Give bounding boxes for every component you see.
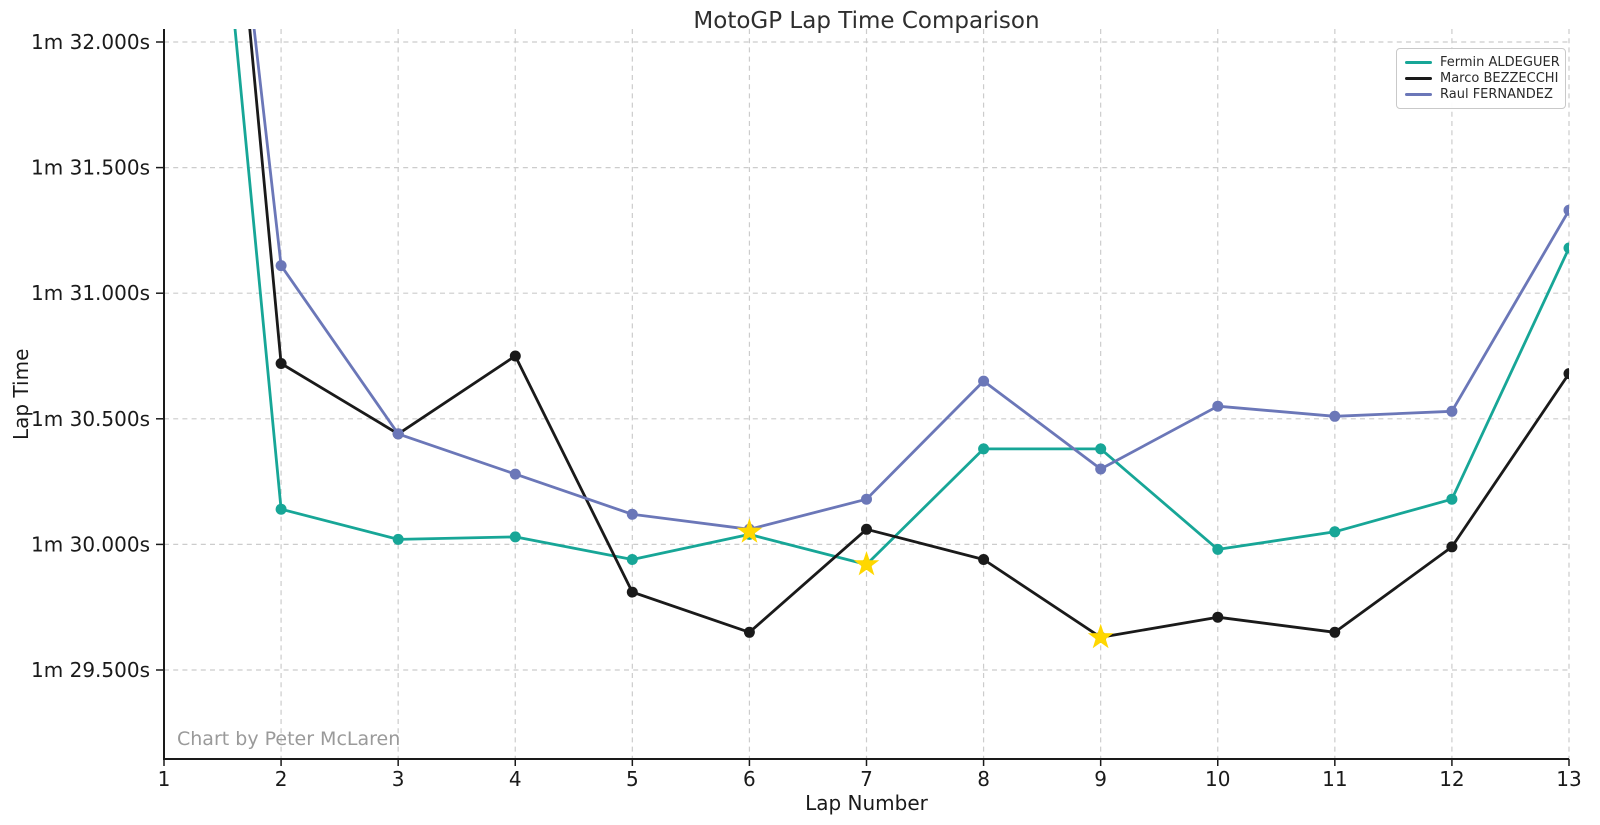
data-point-marker (626, 586, 638, 598)
x-tick-label: 6 (743, 767, 756, 791)
x-tick-label: 7 (860, 767, 873, 791)
legend-item-fermin-aldeguer: Fermin ALDEGUER (1405, 54, 1560, 70)
chart-title: MotoGP Lap Time Comparison (693, 8, 1040, 34)
data-point-marker (861, 523, 872, 535)
x-tick-label: 12 (1439, 767, 1464, 791)
data-point-marker (861, 493, 872, 505)
x-tick-label: 8 (977, 767, 990, 791)
y-tick-label: 1m 30.500s (31, 407, 150, 431)
data-point-marker (626, 554, 638, 565)
y-tick-label: 1m 29.500s (31, 658, 150, 682)
data-point-marker (392, 428, 404, 440)
best-lap-star (1087, 623, 1114, 649)
data-point-marker (978, 375, 990, 387)
data-point-marker (978, 554, 990, 565)
legend-item-marco-bezzecchi: Marco BEZZECCHI (1405, 70, 1559, 86)
data-point-marker (275, 358, 287, 369)
data-point-marker (509, 350, 521, 362)
data-point-marker (1446, 405, 1458, 417)
x-tick-label: 5 (626, 767, 639, 791)
data-point-marker (1212, 400, 1224, 412)
data-point-marker (626, 508, 638, 520)
x-tick-label: 1 (158, 767, 171, 791)
x-tick-label: 9 (1094, 767, 1107, 791)
data-point-marker (1329, 410, 1341, 422)
data-point-marker (1329, 626, 1341, 638)
legend: Fermin ALDEGUER Marco BEZZECCHI Raul FER… (1396, 48, 1566, 109)
legend-line-sample-teal (1405, 60, 1432, 64)
data-point-marker (275, 260, 287, 272)
data-point-marker (1329, 526, 1341, 538)
best-lap-star (853, 551, 880, 576)
x-tick-label: 4 (509, 767, 522, 791)
best-lap-star (736, 518, 763, 543)
data-point-marker (509, 531, 521, 543)
data-point-marker (1212, 543, 1224, 555)
y-axis-label: Lap Time (9, 348, 33, 440)
x-tick-label: 2 (275, 767, 288, 791)
x-tick-label: 11 (1322, 767, 1347, 791)
x-tick-label: 10 (1205, 767, 1230, 791)
y-tick-label: 1m 31.500s (31, 156, 150, 180)
legend-label: Fermin ALDEGUER (1440, 54, 1560, 70)
data-point-marker (509, 468, 521, 480)
legend-label: Raul FERNANDEZ (1440, 87, 1553, 103)
x-tick-label: 3 (392, 767, 405, 791)
data-point-marker (1095, 443, 1107, 455)
legend-line-sample-blue (1405, 93, 1432, 97)
data-point-marker (1563, 204, 1569, 216)
data-point-marker (1446, 541, 1458, 553)
data-point-marker (743, 626, 755, 638)
data-point-marker (1095, 463, 1107, 475)
data-point-marker (1563, 368, 1569, 380)
data-point-marker (275, 503, 287, 515)
data-point-marker (1212, 611, 1224, 623)
y-tick-label: 1m 32.000s (31, 30, 150, 54)
y-tick-label: 1m 30.000s (31, 532, 150, 556)
y-tick-label: 1m 31.000s (31, 281, 150, 305)
x-axis-label: Lap Number (805, 791, 928, 815)
x-tick-label: 13 (1556, 767, 1581, 791)
data-point-marker (1563, 242, 1569, 254)
legend-line-sample-black (1405, 76, 1432, 80)
legend-item-raul-fernandez: Raul FERNANDEZ (1405, 88, 1557, 101)
data-point-marker (392, 533, 404, 545)
legend-label: Marco BEZZECCHI (1440, 70, 1559, 86)
watermark-credit: Chart by Peter McLaren (177, 728, 401, 750)
data-point-marker (978, 443, 990, 455)
data-point-marker (1446, 493, 1458, 505)
